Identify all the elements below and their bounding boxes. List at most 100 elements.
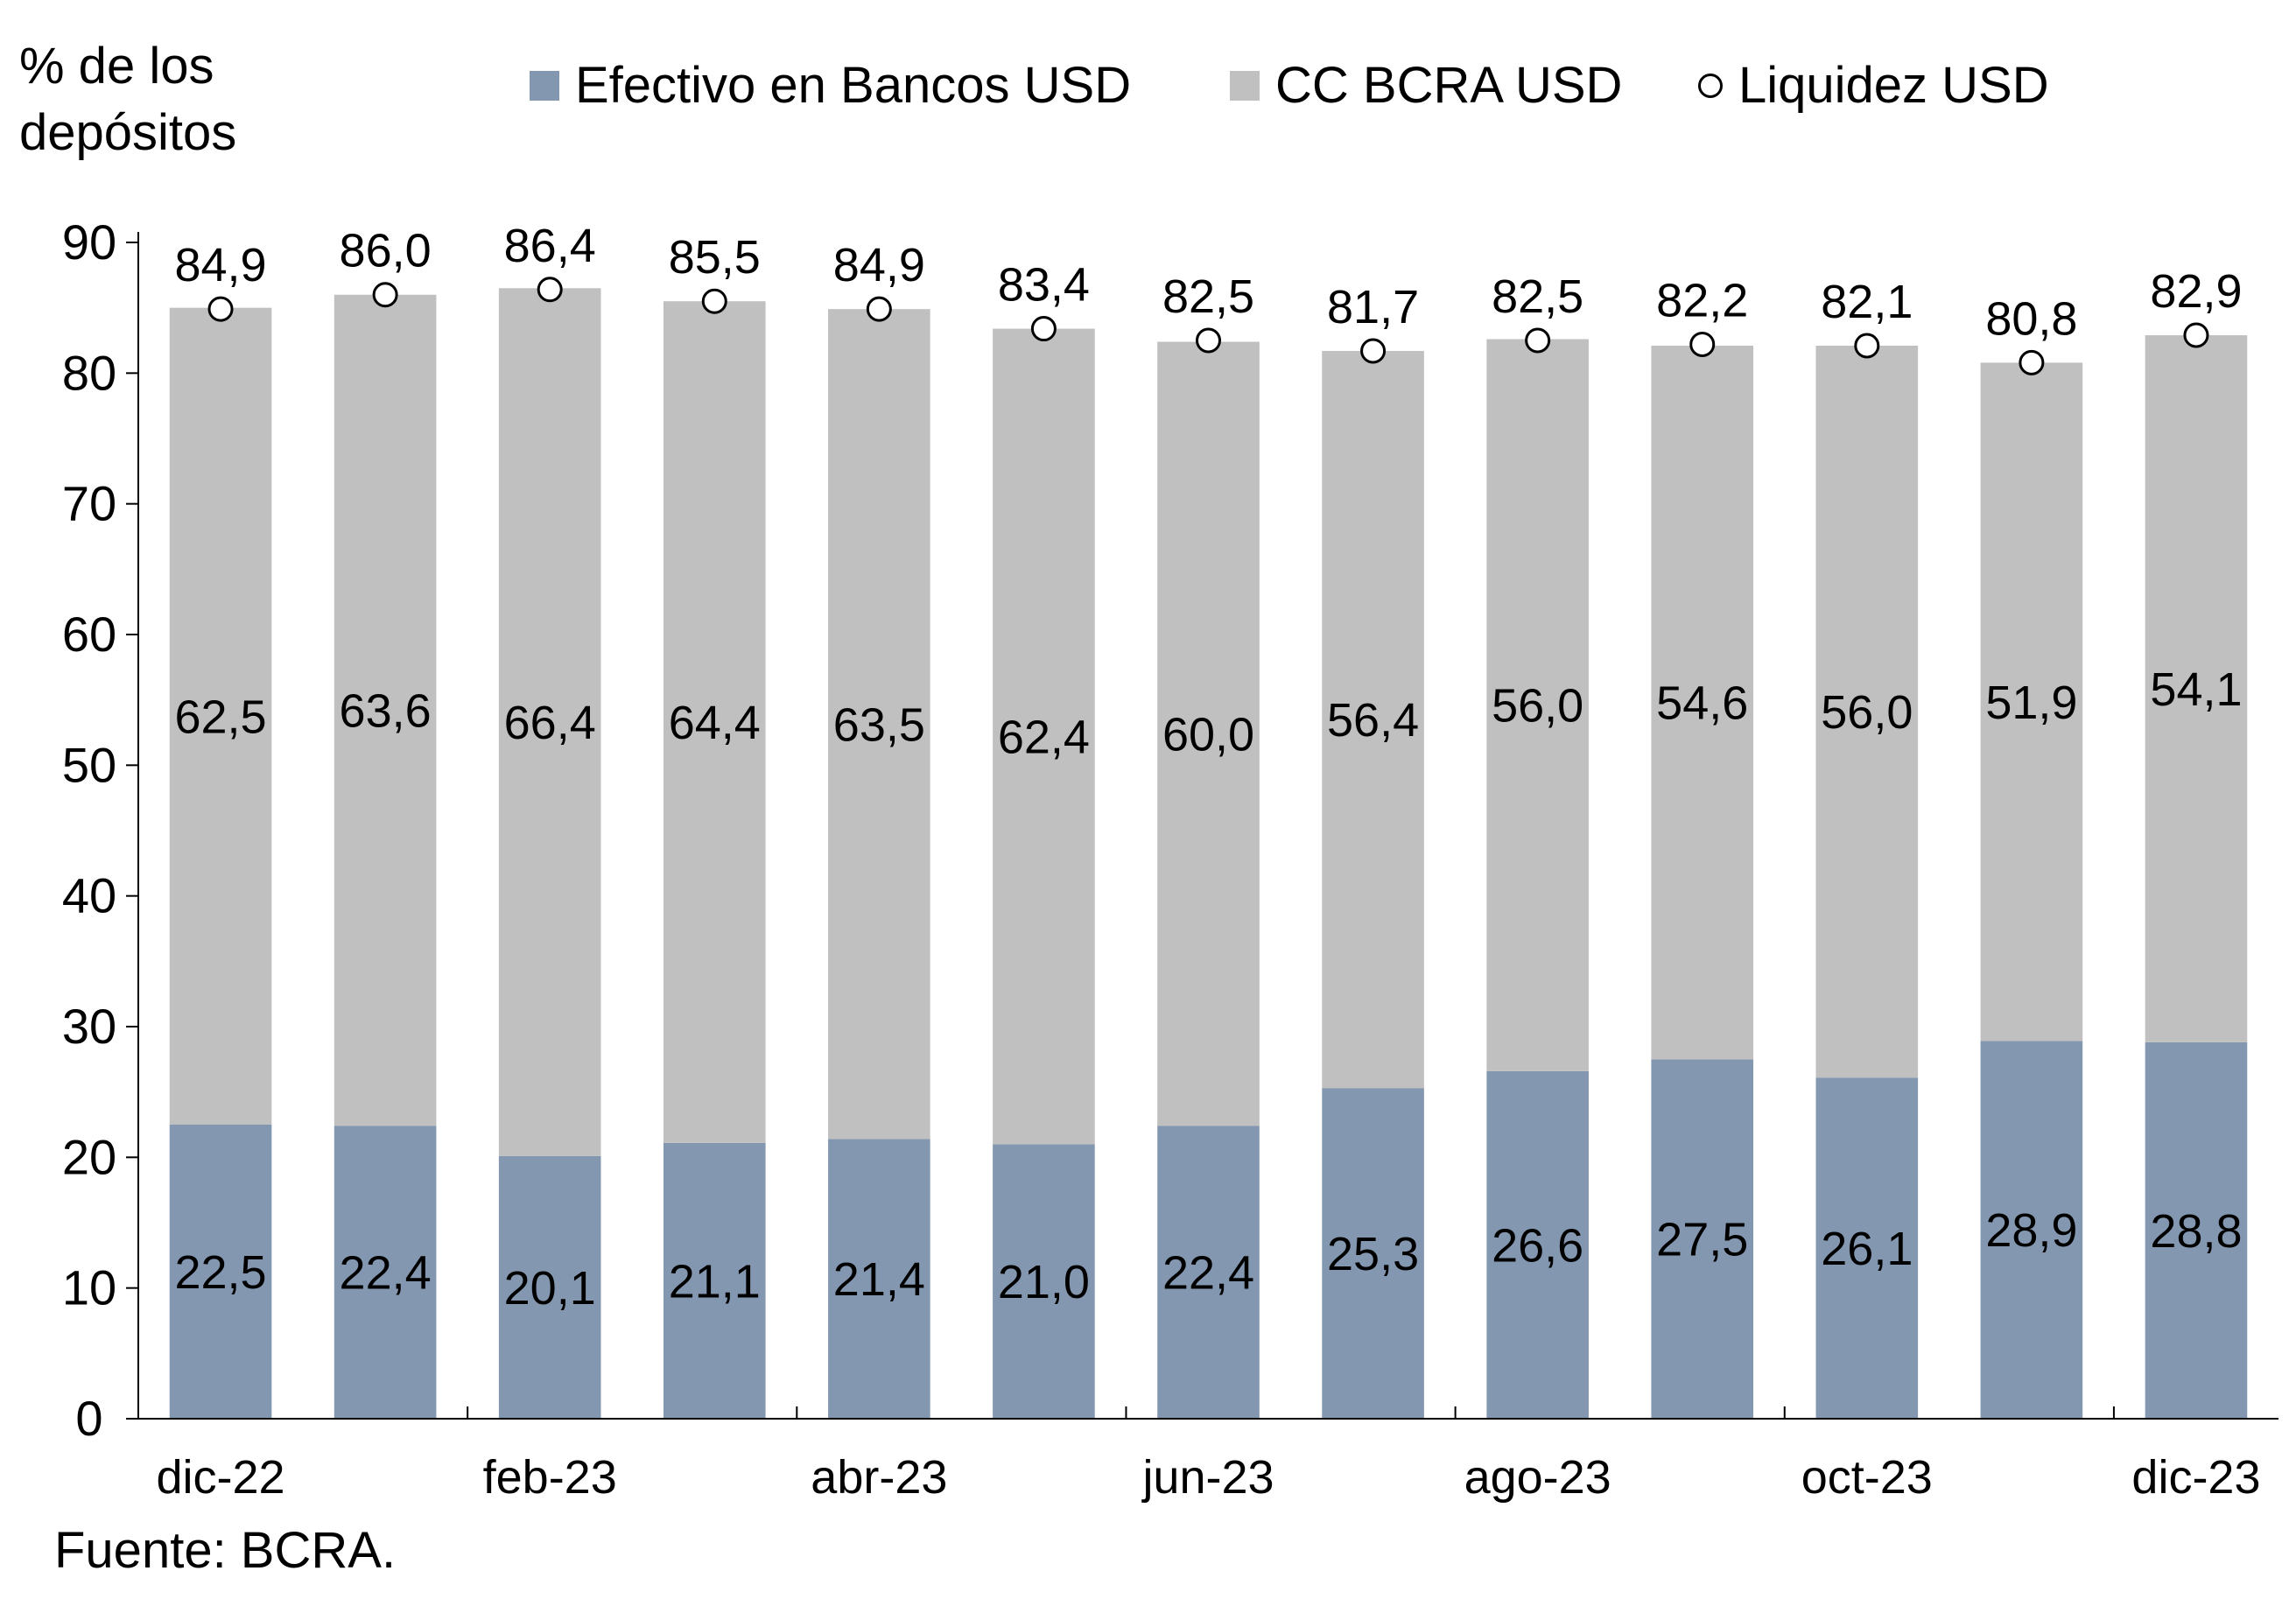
y-tick-label: 80 <box>62 345 116 400</box>
data-label-liquidez: 82,1 <box>1821 276 1913 328</box>
legend-item-cc-bcra: CC BCRA USD <box>1230 56 1622 115</box>
x-tick-label: ago-23 <box>1464 1451 1611 1504</box>
data-label-cc-bcra: 60,0 <box>1162 708 1254 761</box>
data-label-efectivo: 21,0 <box>998 1256 1090 1308</box>
data-label-cc-bcra: 51,9 <box>1985 677 2077 729</box>
data-label-cc-bcra: 56,0 <box>1821 686 1913 739</box>
data-label-efectivo: 28,8 <box>2150 1205 2242 1258</box>
bar-cc-bcra <box>663 301 766 1143</box>
data-label-cc-bcra: 54,1 <box>2150 663 2242 716</box>
bar-cc-bcra <box>2145 335 2248 1042</box>
data-label-cc-bcra: 56,0 <box>1492 680 1583 733</box>
legend-marker-liquidez <box>1698 73 1723 98</box>
point-liquidez <box>866 296 892 322</box>
bar-cc-bcra <box>1322 350 1424 1089</box>
data-label-cc-bcra: 62,4 <box>998 711 1090 763</box>
point-liquidez <box>372 282 398 308</box>
y-tick-label: 90 <box>62 214 116 270</box>
data-label-efectivo: 26,6 <box>1492 1219 1583 1272</box>
data-label-efectivo: 21,1 <box>669 1255 761 1308</box>
point-liquidez <box>2183 322 2209 348</box>
bar-efectivo <box>1157 1126 1260 1419</box>
y-tick-label: 50 <box>62 737 116 792</box>
data-label-efectivo: 25,3 <box>1327 1228 1419 1280</box>
data-label-efectivo: 20,1 <box>504 1262 596 1315</box>
data-label-liquidez: 82,5 <box>1162 270 1254 323</box>
data-label-cc-bcra: 54,6 <box>1656 677 1748 730</box>
y-tick-label: 60 <box>62 607 116 662</box>
bar-cc-bcra <box>498 288 601 1156</box>
bar-efectivo <box>1815 1077 1919 1419</box>
source-note: Fuente: BCRA. <box>54 1522 397 1579</box>
data-label-cc-bcra: 62,5 <box>174 691 266 743</box>
data-label-liquidez: 86,4 <box>504 220 596 272</box>
bar-cc-bcra <box>1651 345 1754 1060</box>
point-liquidez <box>537 277 563 303</box>
y-tick-label: 40 <box>62 868 116 923</box>
data-label-liquidez: 86,0 <box>340 225 432 277</box>
legend-swatch-cc-bcra <box>1230 70 1260 101</box>
point-liquidez <box>1854 333 1880 359</box>
y-tick-label: 70 <box>62 476 116 531</box>
point-liquidez <box>1689 331 1716 357</box>
data-label-liquidez: 82,5 <box>1492 270 1583 323</box>
x-tick-label: feb-23 <box>483 1451 617 1504</box>
data-label-liquidez: 83,4 <box>998 259 1090 312</box>
bar-cc-bcra <box>169 307 272 1126</box>
data-label-cc-bcra: 56,4 <box>1327 694 1419 747</box>
bar-efectivo <box>334 1126 437 1419</box>
y-tick-label: 0 <box>75 1391 102 1446</box>
data-label-liquidez: 82,9 <box>2150 265 2242 318</box>
x-tick-label: dic-23 <box>2131 1451 2260 1504</box>
data-label-cc-bcra: 66,4 <box>504 697 596 749</box>
data-label-efectivo: 22,4 <box>1162 1247 1254 1300</box>
data-label-efectivo: 26,1 <box>1821 1223 1913 1275</box>
legend-swatch-efectivo <box>530 70 559 101</box>
data-label-efectivo: 22,5 <box>174 1246 266 1299</box>
point-liquidez <box>207 296 234 322</box>
bar-efectivo <box>169 1125 272 1419</box>
data-label-efectivo: 22,4 <box>340 1247 432 1300</box>
bar-efectivo <box>1322 1088 1424 1419</box>
bar-cc-bcra <box>993 328 1095 1145</box>
data-label-cc-bcra: 63,6 <box>340 685 432 738</box>
data-label-liquidez: 85,5 <box>669 231 761 284</box>
bar-efectivo <box>1980 1041 2083 1419</box>
data-label-liquidez: 84,9 <box>174 239 266 291</box>
bar-cc-bcra <box>1486 339 1589 1071</box>
legend-label-efectivo: Efectivo en Bancos USD <box>575 57 1132 114</box>
x-tick-label: jun-23 <box>1141 1451 1274 1504</box>
x-tick-label: abr-23 <box>811 1451 947 1504</box>
point-liquidez <box>1525 327 1551 354</box>
point-liquidez <box>1030 316 1057 342</box>
point-liquidez <box>701 288 727 314</box>
y-axis-label: % de los depósitos <box>19 38 237 161</box>
data-label-liquidez: 81,7 <box>1327 281 1419 333</box>
y-tick-label: 30 <box>62 999 116 1054</box>
data-label-liquidez: 84,9 <box>833 239 925 291</box>
data-label-efectivo: 21,4 <box>833 1253 925 1306</box>
legend-label-cc-bcra: CC BCRA USD <box>1275 57 1623 114</box>
bar-efectivo <box>498 1155 601 1419</box>
point-liquidez <box>2019 349 2045 375</box>
x-tick-label: oct-23 <box>1801 1451 1933 1504</box>
x-tick-label: dic-22 <box>156 1451 284 1504</box>
point-liquidez <box>1196 327 1221 354</box>
point-liquidez <box>1360 338 1387 364</box>
bar-efectivo <box>1486 1070 1589 1419</box>
bar-efectivo <box>993 1144 1095 1419</box>
data-label-efectivo: 28,9 <box>1985 1204 2077 1257</box>
legend-item-efectivo: Efectivo en Bancos USD <box>530 56 1131 115</box>
bar-cc-bcra <box>1157 341 1260 1126</box>
bar-efectivo <box>828 1139 930 1419</box>
y-tick-label: 20 <box>62 1129 116 1184</box>
bar-efectivo <box>663 1142 766 1419</box>
legend-label-liquidez: Liquidez USD <box>1738 57 2049 114</box>
y-tick-label: 10 <box>62 1260 116 1315</box>
bar-efectivo <box>2145 1041 2248 1419</box>
data-label-cc-bcra: 64,4 <box>669 697 761 749</box>
bar-cc-bcra <box>1815 345 1919 1078</box>
data-label-liquidez: 82,2 <box>1656 274 1748 326</box>
data-label-efectivo: 27,5 <box>1656 1214 1748 1266</box>
